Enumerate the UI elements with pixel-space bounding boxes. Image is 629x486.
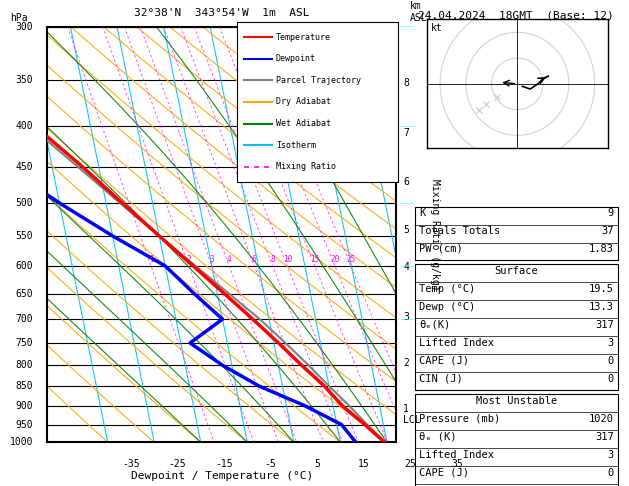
Text: 6: 6 — [252, 255, 257, 264]
Text: Dry Adiabat: Dry Adiabat — [276, 97, 331, 106]
Text: LCL: LCL — [403, 415, 421, 424]
Text: 550: 550 — [16, 231, 33, 241]
Text: θₑ (K): θₑ (K) — [419, 432, 457, 442]
Text: kt: kt — [431, 23, 443, 34]
Text: ———: ——— — [401, 123, 413, 129]
Text: Wet Adiabat: Wet Adiabat — [276, 119, 331, 128]
Text: 24.04.2024  18GMT  (Base: 12): 24.04.2024 18GMT (Base: 12) — [418, 11, 614, 21]
Text: Temperature: Temperature — [276, 33, 331, 42]
Text: Isotherm: Isotherm — [276, 140, 316, 150]
Text: CAPE (J): CAPE (J) — [419, 468, 469, 478]
Text: Temperature: Temperature — [276, 33, 331, 42]
Text: Surface: Surface — [494, 266, 538, 276]
Text: 500: 500 — [16, 198, 33, 208]
Text: 6: 6 — [403, 177, 409, 187]
FancyBboxPatch shape — [237, 22, 398, 182]
Text: 25: 25 — [346, 255, 355, 264]
Text: 300: 300 — [16, 22, 33, 32]
Text: Mixing Ratio: Mixing Ratio — [276, 162, 336, 171]
Text: 0: 0 — [608, 468, 614, 478]
Text: ———: ——— — [401, 263, 413, 269]
Text: PW (cm): PW (cm) — [419, 244, 463, 254]
Text: 1020: 1020 — [589, 414, 614, 424]
Text: Lifted Index: Lifted Index — [419, 338, 494, 348]
Text: 8: 8 — [270, 255, 275, 264]
Text: 900: 900 — [16, 401, 33, 411]
Text: 37: 37 — [601, 226, 614, 236]
Text: 800: 800 — [16, 360, 33, 370]
Text: θₑ(K): θₑ(K) — [419, 320, 450, 330]
Text: Dewpoint / Temperature (°C): Dewpoint / Temperature (°C) — [131, 471, 313, 481]
Text: 20: 20 — [330, 255, 340, 264]
Text: Totals Totals: Totals Totals — [419, 226, 500, 236]
Text: Isotherm: Isotherm — [276, 140, 316, 150]
Text: Lifted Index: Lifted Index — [419, 450, 494, 460]
Text: 350: 350 — [16, 75, 33, 85]
Text: 1.83: 1.83 — [589, 244, 614, 254]
Text: Dewpoint: Dewpoint — [276, 54, 316, 63]
Text: 700: 700 — [16, 314, 33, 324]
Text: 15: 15 — [358, 459, 370, 469]
Text: 2: 2 — [186, 255, 191, 264]
Text: 600: 600 — [16, 261, 33, 271]
Text: 2: 2 — [403, 358, 409, 368]
Text: CAPE (J): CAPE (J) — [419, 356, 469, 366]
Text: Dewp (°C): Dewp (°C) — [419, 302, 475, 312]
Text: 3: 3 — [608, 338, 614, 348]
Text: Parcel Trajectory: Parcel Trajectory — [276, 76, 361, 85]
Text: 5: 5 — [314, 459, 320, 469]
Text: CIN (J): CIN (J) — [419, 374, 463, 384]
Text: 450: 450 — [16, 162, 33, 172]
Text: Temp (°C): Temp (°C) — [419, 284, 475, 294]
Text: Mixing Ratio: Mixing Ratio — [276, 162, 336, 171]
Text: 35: 35 — [451, 459, 463, 469]
Text: 25: 25 — [404, 459, 416, 469]
Text: 317: 317 — [595, 320, 614, 330]
Text: 4: 4 — [403, 261, 409, 272]
Text: 15: 15 — [310, 255, 320, 264]
Text: Mixing Ratio (g/kg): Mixing Ratio (g/kg) — [430, 179, 440, 290]
Text: 0: 0 — [608, 374, 614, 384]
Text: 10: 10 — [282, 255, 292, 264]
Text: Wet Adiabat: Wet Adiabat — [276, 119, 331, 128]
Text: Dewpoint: Dewpoint — [276, 54, 316, 63]
Text: -5: -5 — [265, 459, 277, 469]
Text: -25: -25 — [169, 459, 186, 469]
Text: 850: 850 — [16, 381, 33, 391]
Text: 0: 0 — [608, 356, 614, 366]
Text: 1: 1 — [403, 404, 409, 414]
Text: 3: 3 — [608, 450, 614, 460]
Text: 9: 9 — [608, 208, 614, 218]
Text: hPa: hPa — [10, 13, 28, 22]
Text: Parcel Trajectory: Parcel Trajectory — [276, 76, 361, 85]
Text: 7: 7 — [403, 128, 409, 138]
Text: 1000: 1000 — [9, 437, 33, 447]
Text: Dry Adiabat: Dry Adiabat — [276, 97, 331, 106]
Text: 400: 400 — [16, 121, 33, 131]
Text: 650: 650 — [16, 289, 33, 298]
Text: 1: 1 — [148, 255, 153, 264]
Text: -15: -15 — [215, 459, 233, 469]
Text: 317: 317 — [595, 432, 614, 442]
Text: 5: 5 — [403, 225, 409, 235]
Text: 8: 8 — [403, 78, 409, 88]
Text: -35: -35 — [122, 459, 140, 469]
Text: ———: ——— — [401, 316, 413, 322]
Text: Pressure (mb): Pressure (mb) — [419, 414, 500, 424]
Text: 950: 950 — [16, 419, 33, 430]
Text: K: K — [419, 208, 425, 218]
Text: 4: 4 — [227, 255, 231, 264]
Text: km
ASL: km ASL — [410, 1, 428, 22]
Text: 19.5: 19.5 — [589, 284, 614, 294]
Text: Most Unstable: Most Unstable — [476, 396, 557, 406]
Text: 3: 3 — [403, 312, 409, 322]
Text: 750: 750 — [16, 338, 33, 348]
Text: 13.3: 13.3 — [589, 302, 614, 312]
Text: 3: 3 — [209, 255, 214, 264]
Text: ———: ——— — [401, 200, 413, 206]
Text: ———: ——— — [401, 24, 413, 30]
Text: 32°38'N  343°54'W  1m  ASL: 32°38'N 343°54'W 1m ASL — [134, 8, 309, 18]
